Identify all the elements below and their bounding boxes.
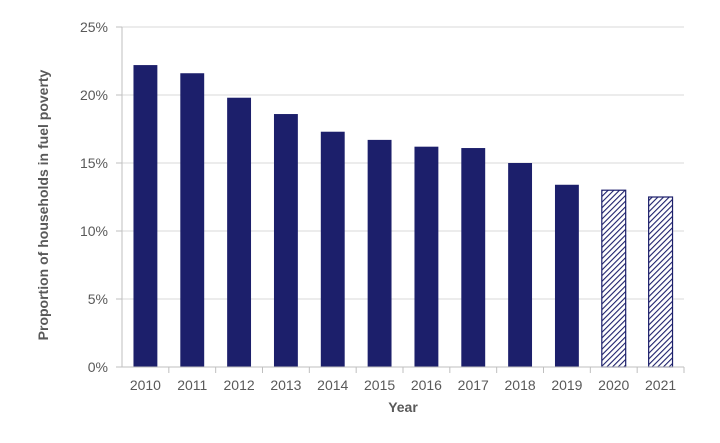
bar [508, 163, 533, 367]
x-tick-label: 2013 [270, 377, 301, 393]
x-tick-label: 2012 [224, 377, 255, 393]
bar [273, 114, 298, 367]
projected-bar [648, 196, 674, 368]
y-tick-label: 5% [88, 291, 108, 307]
gridlines [122, 26, 684, 300]
y-axis-title: Proportion of households in fuel poverty [35, 69, 51, 340]
x-tick-label: 2017 [458, 377, 489, 393]
y-tick-label: 25% [80, 19, 108, 35]
y-tick-label: 20% [80, 87, 108, 103]
axes [116, 26, 685, 373]
y-tick-label: 10% [80, 223, 108, 239]
projected-bar [601, 189, 627, 368]
tick-labels: 0% 5% 10% 15% 20% 25% 2010 2011 2012 2013 2014 2015… [80, 19, 676, 393]
x-tick-label: 2021 [645, 377, 676, 393]
y-tick-label: 15% [80, 155, 108, 171]
y-tick-label: 0% [88, 359, 108, 375]
bar [367, 139, 392, 367]
x-axis-title: Year [388, 399, 418, 415]
bar [227, 97, 252, 367]
bar [320, 131, 345, 367]
bar [554, 184, 579, 367]
x-tick-label: 2019 [551, 377, 582, 393]
bar [461, 148, 486, 367]
x-tick-label: 2020 [598, 377, 629, 393]
x-tick-label: 2014 [317, 377, 348, 393]
x-tick-label: 2018 [505, 377, 536, 393]
bar [133, 65, 158, 367]
bars [133, 65, 674, 368]
x-tick-label: 2010 [130, 377, 161, 393]
bar [180, 73, 205, 368]
bar [414, 146, 439, 367]
x-tick-label: 2015 [364, 377, 395, 393]
x-tick-label: 2011 [177, 377, 207, 393]
x-tick-label: 2016 [411, 377, 442, 393]
